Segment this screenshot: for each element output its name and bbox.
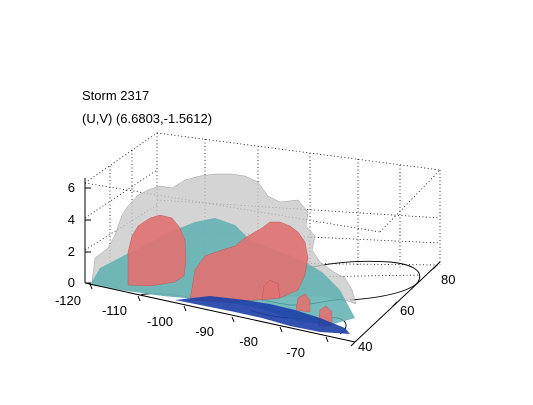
y-tick-80 [432, 264, 438, 270]
storm-surfaces [90, 173, 357, 334]
x-tick-label-80: -80 [239, 334, 258, 349]
grid-left-top [84, 182, 381, 233]
x-tick-1 [89, 283, 93, 290]
z-tick-label-2: 2 [68, 244, 75, 259]
x-tick-6 [325, 336, 329, 343]
coastline-2 [299, 260, 421, 301]
y-tick-label-60: 60 [400, 303, 414, 318]
x-tick-3 [183, 305, 187, 312]
z-tick-label-0: 0 [68, 275, 75, 290]
y-tick-60 [392, 301, 398, 307]
inner-core-left [127, 214, 187, 287]
inner-core-small-1 [261, 279, 281, 301]
x-tick-label-100: -100 [147, 314, 173, 329]
grid-right-top [379, 169, 441, 233]
z-tick-label-6: 6 [68, 180, 75, 195]
x-tick-5 [279, 326, 283, 333]
inner-core-small-3 [295, 293, 311, 313]
grid-back-wall-top [156, 132, 441, 171]
tick-marks [85, 187, 438, 347]
x-axis-line [84, 282, 356, 343]
x-tick-label-120: -120 [55, 293, 81, 308]
axes [84, 178, 441, 343]
z-tick-label-4: 4 [68, 212, 75, 227]
x-tick-label-90: -90 [195, 324, 214, 339]
base-isosurface [175, 296, 350, 334]
x-tick-label-110: -110 [102, 303, 127, 318]
x-tick-4 [231, 316, 235, 323]
chart-title: Storm 2317 [82, 88, 150, 103]
x-tick-label-70: -70 [286, 345, 305, 360]
grid-floor-2 [129, 274, 421, 281]
grid-left-h1 [84, 169, 158, 219]
chart-subtitle: (U,V) (6.6803,-1.5612) [82, 111, 213, 126]
inner-core-right [189, 221, 309, 303]
y-tick-label-80: 80 [441, 272, 455, 287]
x-tick-2 [137, 295, 141, 302]
y-tick-40 [350, 341, 356, 347]
tick-labels: 6 4 2 0 -120 -110 -100 -90 -80 -70 40 60… [55, 180, 456, 360]
y-tick-label-40: 40 [358, 339, 372, 354]
y-axis-line [354, 261, 441, 343]
